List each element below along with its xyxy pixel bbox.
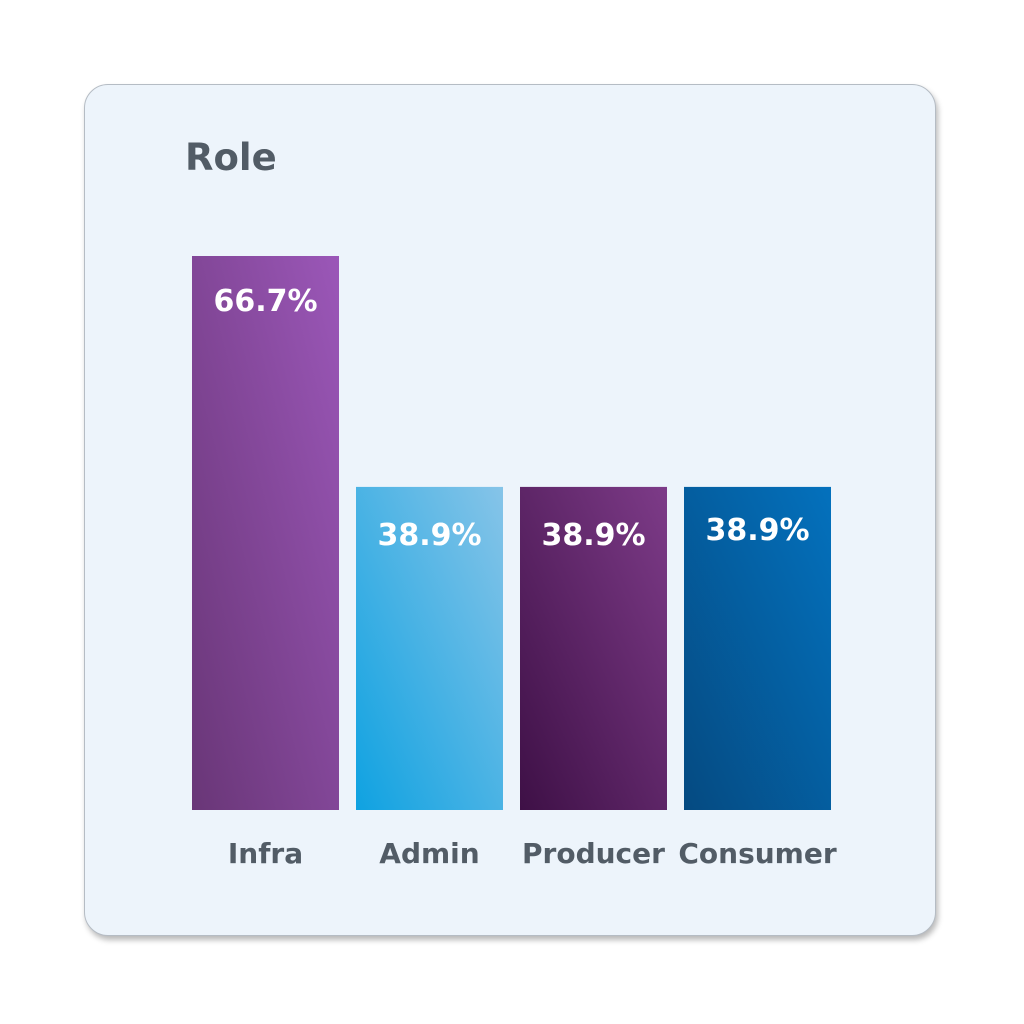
bar-producer bbox=[520, 486, 667, 810]
value-label-infra: 66.7% bbox=[213, 284, 317, 319]
category-label-producer: Producer bbox=[522, 837, 665, 870]
bar-admin bbox=[356, 486, 503, 810]
value-label-admin: 38.9% bbox=[377, 518, 481, 553]
category-label-consumer: Consumer bbox=[678, 837, 836, 870]
value-label-producer: 38.9% bbox=[541, 518, 645, 553]
category-label-infra: Infra bbox=[228, 837, 303, 870]
category-label-admin: Admin bbox=[379, 837, 479, 870]
value-label-consumer: 38.9% bbox=[705, 513, 809, 548]
chart-title: Role bbox=[185, 136, 277, 179]
bar-infra bbox=[192, 256, 339, 810]
bar-consumer bbox=[684, 486, 831, 810]
